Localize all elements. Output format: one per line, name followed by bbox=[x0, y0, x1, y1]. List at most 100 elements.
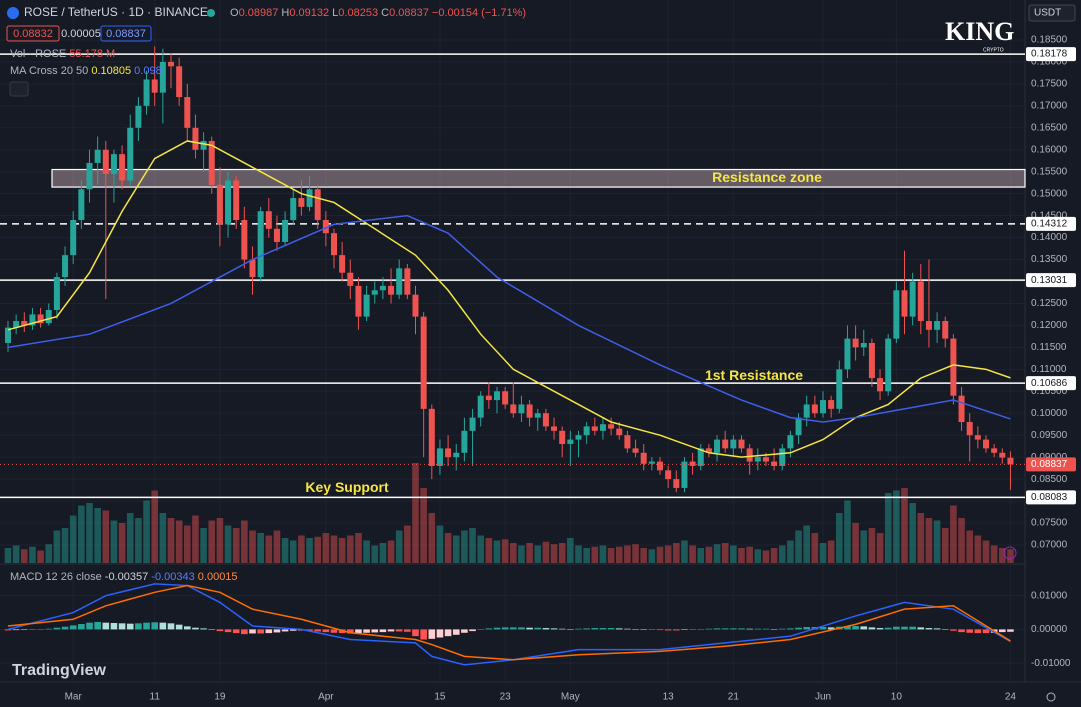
volume-bar bbox=[656, 546, 664, 563]
volume-bar bbox=[697, 548, 705, 563]
candle-body bbox=[257, 211, 264, 278]
macd-line bbox=[7, 583, 1011, 666]
candle-body bbox=[640, 452, 647, 464]
level-label-box bbox=[1026, 273, 1076, 288]
macd-histogram-bar bbox=[94, 621, 101, 630]
candle-body bbox=[510, 404, 517, 414]
candle-body bbox=[102, 149, 109, 174]
collapse-button[interactable] bbox=[9, 81, 29, 97]
y-tick-label: 0.18500 bbox=[1031, 35, 1068, 46]
volume-bar bbox=[917, 513, 925, 563]
volume-bar bbox=[778, 545, 786, 563]
candle-body bbox=[616, 428, 623, 436]
candle-body bbox=[241, 220, 248, 260]
macd-histogram-bar bbox=[868, 627, 876, 630]
settings-icon[interactable] bbox=[1046, 692, 1056, 702]
ohlc-key: L bbox=[332, 7, 338, 19]
ma-name: MA Cross 20 50 bbox=[10, 65, 88, 77]
volume-bar bbox=[982, 540, 990, 563]
level-label: 0.18178 bbox=[1031, 49, 1068, 60]
volume-bar bbox=[990, 545, 998, 563]
currency-button[interactable] bbox=[1028, 4, 1076, 22]
macd-histogram-bar bbox=[632, 629, 639, 630]
macd-histogram-bar bbox=[518, 627, 525, 630]
volume-bar bbox=[673, 543, 680, 563]
candle-body bbox=[779, 448, 786, 466]
candle-body bbox=[412, 294, 419, 317]
macd-histogram-bar bbox=[1007, 629, 1014, 632]
annotation: Resistance zone bbox=[712, 169, 822, 185]
bid-box[interactable] bbox=[6, 25, 60, 42]
ohlc-value: 0.08837 bbox=[389, 7, 429, 19]
macd-histogram-bar bbox=[143, 622, 150, 630]
symbol-name: ROSE / TetherUS · 1D · BINANCE bbox=[24, 5, 208, 19]
volume-bar bbox=[632, 544, 639, 563]
candle-body bbox=[942, 321, 949, 339]
candle-body bbox=[469, 417, 476, 431]
volume-bar bbox=[216, 518, 224, 563]
candle-body bbox=[78, 189, 85, 221]
macd-histogram-bar bbox=[404, 629, 411, 632]
candle-body bbox=[282, 220, 289, 242]
volume-bar bbox=[868, 528, 876, 563]
candle-body bbox=[265, 211, 272, 229]
macd-histogram-bar bbox=[591, 628, 599, 630]
macd-histogram-bar bbox=[436, 629, 444, 638]
macd-histogram-bar bbox=[379, 629, 387, 633]
candle-body bbox=[591, 426, 598, 431]
y-tick-label: 0.16000 bbox=[1031, 144, 1068, 155]
macd-histogram-bar bbox=[941, 629, 949, 630]
volume-bar bbox=[558, 543, 566, 563]
level-label: 0.13031 bbox=[1031, 275, 1068, 286]
macd-histogram-bar bbox=[412, 629, 419, 637]
level-label-box bbox=[1026, 490, 1076, 505]
volume-bar bbox=[640, 548, 647, 563]
alert-icon[interactable] bbox=[1003, 546, 1017, 560]
volume-bar bbox=[45, 544, 53, 563]
candle-body bbox=[551, 426, 558, 431]
volume-bar bbox=[852, 523, 859, 563]
macd-histogram-bar bbox=[273, 629, 281, 633]
candle-body bbox=[722, 439, 729, 449]
volume-bar bbox=[200, 528, 207, 563]
volume-bar bbox=[795, 530, 802, 563]
candle-body bbox=[762, 457, 769, 462]
volume-bar bbox=[395, 530, 403, 563]
candle-body bbox=[461, 430, 468, 453]
candle-body bbox=[746, 448, 753, 462]
y-tick-label: 0.17500 bbox=[1031, 79, 1068, 90]
volume-bar bbox=[567, 538, 574, 563]
candle-body bbox=[934, 321, 941, 330]
macd-value: -0.00357 bbox=[105, 571, 148, 583]
ask-box[interactable] bbox=[100, 25, 152, 42]
macd-histogram-bar bbox=[241, 629, 248, 635]
macd-histogram-bar bbox=[69, 625, 77, 630]
candle-body bbox=[21, 321, 28, 326]
macd-histogram-bar bbox=[860, 626, 868, 630]
volume-bar bbox=[404, 525, 411, 563]
candle-body bbox=[983, 439, 989, 449]
macd-histogram-bar bbox=[4, 629, 12, 631]
macd-histogram-bar bbox=[371, 629, 379, 633]
candle-body bbox=[991, 448, 998, 453]
macd-tick-label: 0.01000 bbox=[1031, 590, 1068, 601]
hist-value: 0.00015 bbox=[198, 571, 238, 583]
macd-histogram-bar bbox=[363, 629, 370, 633]
macd-histogram-bar bbox=[787, 628, 794, 630]
candle-body bbox=[836, 369, 843, 409]
change: −0.00154 (−1.71%) bbox=[432, 7, 526, 19]
macd-histogram-bar bbox=[754, 628, 762, 630]
candle-body bbox=[314, 189, 321, 221]
volume-bar bbox=[412, 463, 419, 563]
level-label: 0.14312 bbox=[1031, 219, 1068, 230]
y-tick-label: 0.10500 bbox=[1031, 386, 1068, 397]
macd-histogram-bar bbox=[575, 628, 582, 630]
macd-legend: MACD 12 26 close -0.00357 -0.00343 0.000… bbox=[10, 571, 238, 583]
macd-histogram-bar bbox=[281, 629, 289, 632]
macd-tick-label: -0.01000 bbox=[1031, 658, 1071, 669]
volume-bar bbox=[770, 548, 778, 563]
ohlc: O0.08987 H0.09132 L0.08253 C0.08837 −0.0… bbox=[230, 7, 526, 19]
